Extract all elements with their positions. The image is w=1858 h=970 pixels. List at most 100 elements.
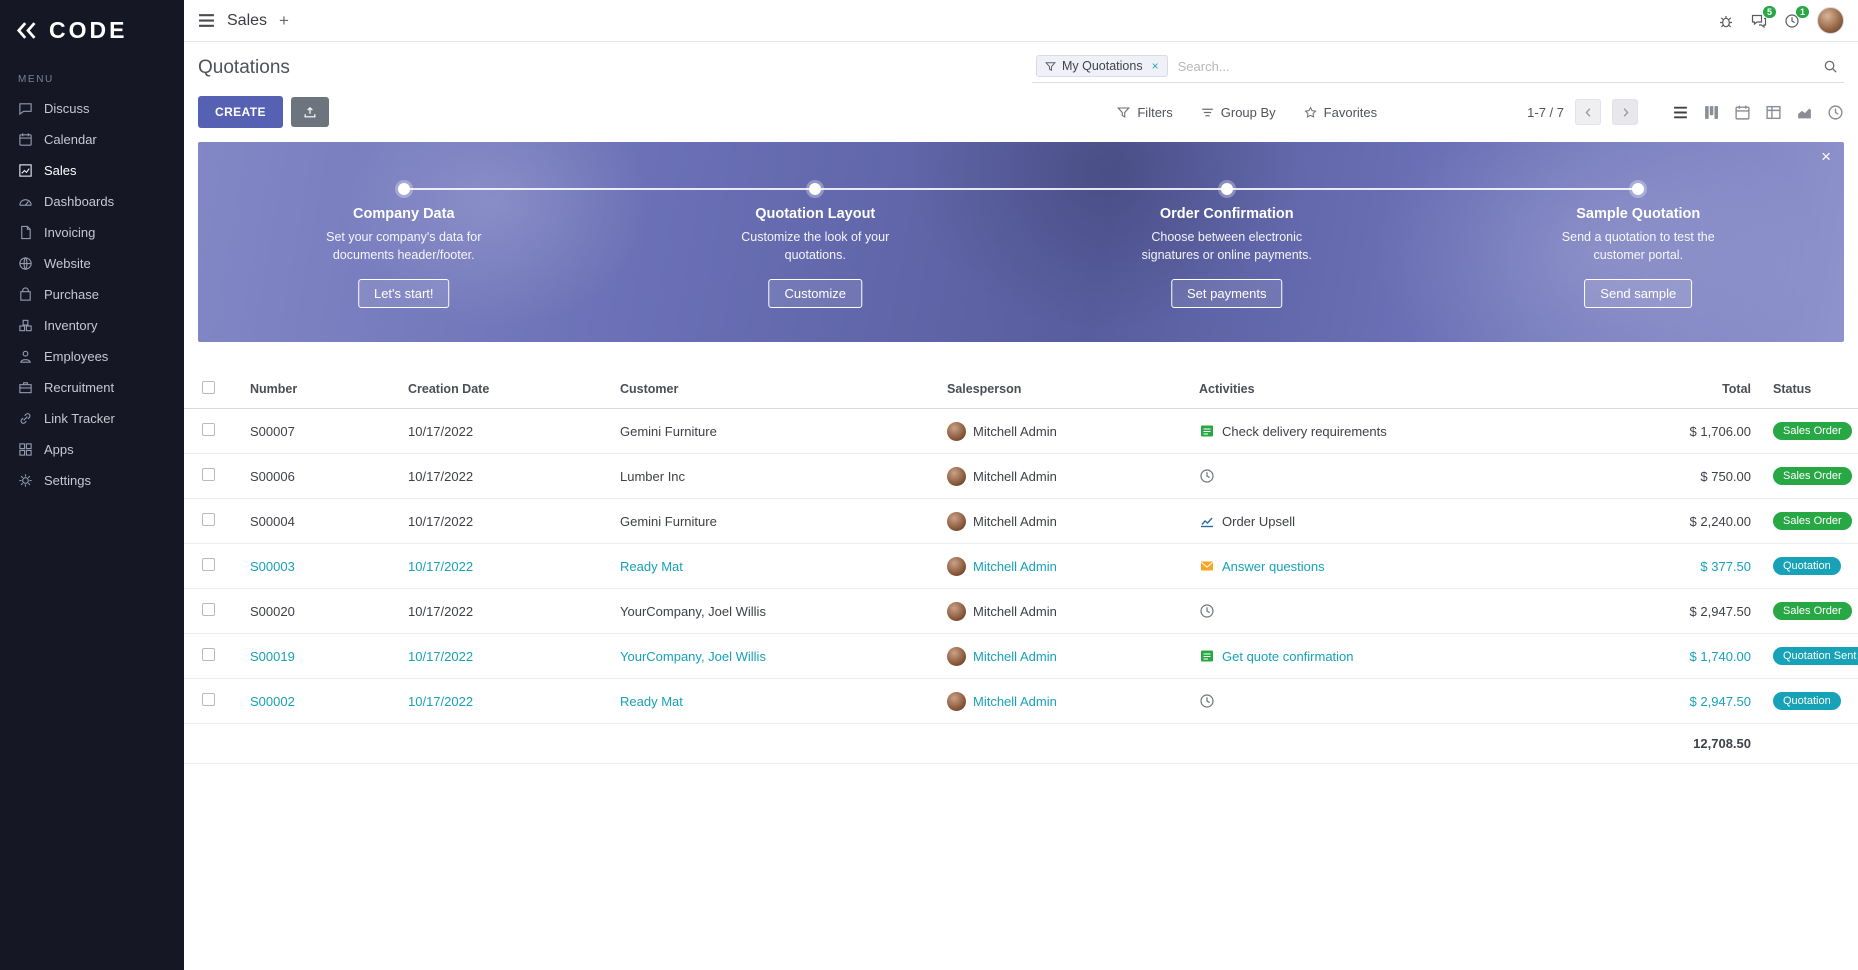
table-row[interactable]: S00019 10/17/2022 YourCompany, Joel Will… [184,633,1858,679]
column-header-total[interactable]: Total [1621,370,1761,409]
sidebar-item-calendar[interactable]: Calendar [0,124,184,155]
tasks-icon[interactable] [1199,423,1215,439]
send-sample-button[interactable]: Send sample [1584,279,1693,308]
onboarding-progress-line [403,188,1639,190]
row-checkbox[interactable] [202,603,215,616]
onboarding-step-order-confirmation: Order Confirmation Choose between electr… [1021,142,1433,342]
activity-label[interactable]: Get quote confirmation [1222,648,1354,664]
column-header-activities[interactable]: Activities [1181,370,1621,409]
table-row[interactable]: S00002 10/17/2022 Ready Mat Mitchell Adm… [184,678,1858,724]
column-header-salesperson[interactable]: Salesperson [929,370,1181,409]
kanban-view-icon [1705,105,1718,119]
cell-number[interactable]: S00019 [232,633,390,679]
calendar-view-icon [1735,105,1750,120]
schedule-activity-clock-icon[interactable] [1199,693,1215,709]
sidebar-item-apps[interactable]: Apps [0,434,184,465]
logo[interactable]: CODE [0,0,184,60]
column-header-status[interactable]: Status [1761,370,1858,409]
create-button[interactable]: CREATE [198,96,283,128]
messages-button[interactable]: 5 [1751,5,1776,29]
lets-start-button[interactable]: Let's start! [357,279,450,308]
user-avatar[interactable] [1817,7,1844,34]
row-checkbox[interactable] [202,558,215,571]
sidebar-item-link-tracker[interactable]: Link Tracker [0,403,184,434]
customize-button[interactable]: Customize [768,279,862,308]
table-row[interactable]: S00004 10/17/2022 Gemini Furniture Mitch… [184,498,1858,544]
debug-button[interactable] [1718,13,1734,29]
activity-label[interactable]: Check delivery requirements [1222,423,1387,439]
cell-number[interactable]: S00020 [232,588,390,634]
facet-remove-icon[interactable]: × [1151,59,1159,73]
cell-number[interactable]: S00004 [232,498,390,544]
filters-button[interactable]: Filters [1117,105,1173,120]
row-checkbox[interactable] [202,468,215,481]
cell-number[interactable]: S00007 [232,408,390,454]
schedule-activity-clock-icon[interactable] [1199,603,1215,619]
table-row[interactable]: S00007 10/17/2022 Gemini Furniture Mitch… [184,408,1858,454]
favorites-button[interactable]: Favorites [1304,105,1377,120]
select-all-checkbox[interactable] [202,381,215,394]
search-bar[interactable]: My Quotations × [1032,53,1844,83]
sidebar-item-discuss[interactable]: Discuss [0,93,184,124]
sidebar-item-inventory[interactable]: Inventory [0,310,184,341]
search-input[interactable] [1177,58,1823,74]
table-row[interactable]: S00006 10/17/2022 Lumber Inc Mitchell Ad… [184,453,1858,499]
view-list-button[interactable] [1672,104,1689,121]
sidebar-item-employees[interactable]: Employees [0,341,184,372]
table-header-row: Number Creation Date Customer Salesperso… [184,370,1858,409]
page-title: Quotations [198,57,290,78]
sidebar-item-recruitment[interactable]: Recruitment [0,372,184,403]
view-kanban-button[interactable] [1703,104,1720,121]
view-calendar-button[interactable] [1734,104,1751,121]
cell-number[interactable]: S00002 [232,678,390,724]
search-facet[interactable]: My Quotations × [1036,55,1168,77]
upsell-chart-icon[interactable] [1199,513,1215,529]
activity-label[interactable]: Order Upsell [1222,513,1295,529]
activity-label[interactable]: Answer questions [1222,558,1325,574]
pager-next-button[interactable] [1612,99,1638,125]
schedule-activity-clock-icon[interactable] [1199,468,1215,484]
cell-number[interactable]: S00003 [232,543,390,589]
search-options: Filters Group By Favorites [1117,105,1377,120]
cell-number[interactable]: S00006 [232,453,390,499]
menu-toggle-button[interactable] [198,13,215,28]
activities-button[interactable]: 1 [1784,5,1809,29]
sidebar-item-purchase[interactable]: Purchase [0,279,184,310]
view-activity-button[interactable] [1827,104,1844,121]
table-row[interactable]: S00003 10/17/2022 Ready Mat Mitchell Adm… [184,543,1858,589]
envelope-icon[interactable] [1199,558,1215,574]
pager-prev-button[interactable] [1575,99,1601,125]
search-submit-button[interactable] [1823,59,1838,74]
column-header-number[interactable]: Number [232,370,390,409]
column-header-creation-date[interactable]: Creation Date [390,370,602,409]
cell-salesperson: Mitchell Admin [973,468,1057,484]
sidebar-item-invoicing[interactable]: Invoicing [0,217,184,248]
row-checkbox[interactable] [202,423,215,436]
status-badge: Sales Order [1773,602,1852,620]
row-checkbox[interactable] [202,648,215,661]
view-pivot-button[interactable] [1765,104,1782,121]
chevron-right-icon [1623,107,1628,117]
view-graph-button[interactable] [1796,104,1813,121]
row-checkbox[interactable] [202,693,215,706]
filters-icon [1117,107,1131,118]
sidebar-item-label: Settings [44,473,91,488]
new-tab-button[interactable]: + [279,11,289,30]
groupby-button[interactable]: Group By [1201,105,1276,120]
sidebar-item-label: Discuss [44,101,90,116]
onboarding-step-quotation-layout: Quotation Layout Customize the look of y… [610,142,1022,342]
sidebar-item-website[interactable]: Website [0,248,184,279]
filter-icon [1045,61,1056,71]
current-app-name[interactable]: Sales [227,11,268,29]
banner-close-button[interactable]: × [1821,147,1831,166]
column-header-customer[interactable]: Customer [602,370,929,409]
sidebar-item-settings[interactable]: Settings [0,465,184,496]
row-checkbox[interactable] [202,513,215,526]
set-payments-button[interactable]: Set payments [1171,279,1283,308]
sidebar-item-dashboards[interactable]: Dashboards [0,186,184,217]
tasks-icon[interactable] [1199,648,1215,664]
sidebar-item-sales[interactable]: Sales [0,155,184,186]
export-button[interactable] [290,97,329,127]
table-row[interactable]: S00020 10/17/2022 YourCompany, Joel Will… [184,588,1858,634]
step-title: Company Data [352,206,455,222]
